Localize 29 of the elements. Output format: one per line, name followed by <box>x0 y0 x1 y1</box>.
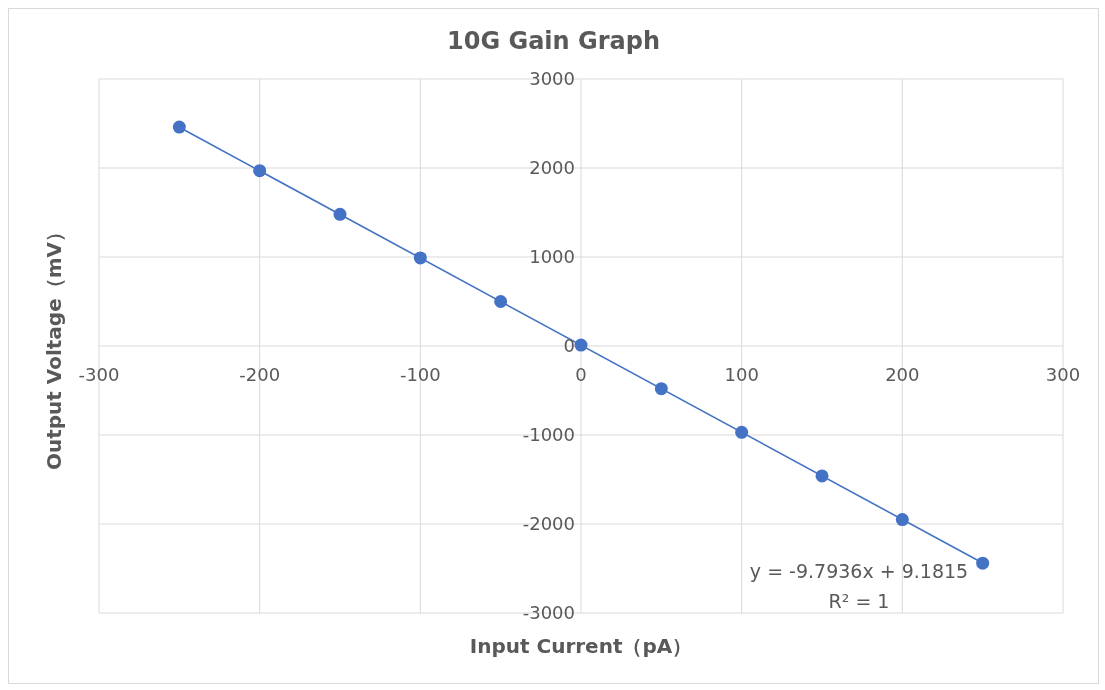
point <box>976 556 990 570</box>
y-tick-label: -1000 <box>522 424 575 445</box>
point <box>413 251 427 265</box>
point <box>895 513 909 527</box>
annotation: R² = 1 <box>828 590 890 612</box>
x-axis-title: Input Current（pA） <box>469 634 693 658</box>
point <box>735 425 749 439</box>
point <box>574 338 588 352</box>
y-tick-label: -3000 <box>522 602 575 623</box>
x-tick-label: -100 <box>399 364 441 385</box>
point <box>333 207 347 221</box>
y-tick-label: 3000 <box>529 68 575 89</box>
point <box>494 295 508 308</box>
x-tick-label: 200 <box>885 364 920 385</box>
point <box>253 164 267 178</box>
y-tick-label: -2000 <box>522 513 575 534</box>
y-tick-label: 0 <box>563 335 575 356</box>
x-tick-label: 100 <box>724 364 759 385</box>
point <box>172 120 186 134</box>
point <box>654 382 668 396</box>
x-tick-label: -300 <box>78 364 120 385</box>
x-tick-label: 300 <box>1045 364 1081 385</box>
y-tick-label: 1000 <box>529 246 575 267</box>
chart-title: 10G Gain Graph <box>446 27 661 55</box>
point <box>815 469 829 483</box>
y-tick-label: 2000 <box>529 157 575 178</box>
annotation: y = -9.7936x + 9.1815 <box>749 560 969 582</box>
y-axis-title: Output Voltage（mV） <box>42 221 67 471</box>
x-tick-label: -200 <box>239 364 281 385</box>
